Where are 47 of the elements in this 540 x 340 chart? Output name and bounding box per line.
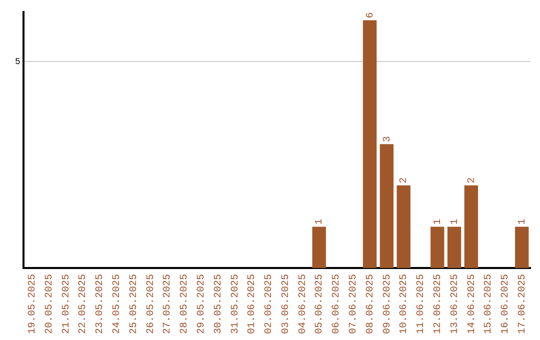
x-tick-label: 17.06.2025	[518, 274, 529, 334]
x-tick-label: 02.06.2025	[264, 274, 276, 334]
bar	[447, 226, 462, 268]
x-tick-label: 21.05.2025	[61, 274, 72, 334]
x-tick-label: 31.05.2025	[230, 274, 242, 334]
x-tick-label: 22.05.2025	[78, 274, 90, 334]
x-tick-label: 20.05.2025	[44, 274, 56, 334]
bar	[312, 226, 326, 268]
x-tick-label: 13.06.2025	[450, 274, 461, 334]
bar	[396, 185, 410, 268]
x-tick-label: 28.05.2025	[180, 274, 191, 334]
x-tick-label: 23.05.2025	[95, 274, 106, 334]
bar	[515, 226, 529, 268]
x-tick-label: 14.06.2025	[466, 274, 478, 334]
x-tick-label: 16.06.2025	[500, 274, 512, 334]
x-tick-label: 27.05.2025	[162, 274, 174, 334]
x-tick-label: 09.06.2025	[382, 274, 394, 334]
x-tick-label: 25.05.2025	[128, 274, 140, 334]
data-label: 1	[433, 218, 444, 225]
x-tick-label: 07.06.2025	[348, 274, 360, 334]
x-tick-label: 06.06.2025	[332, 274, 343, 334]
x-tick-label: 24.05.2025	[112, 274, 123, 334]
x-tick-label: 30.05.2025	[213, 274, 224, 334]
bar	[430, 226, 444, 268]
bar	[464, 185, 478, 268]
y-tick-label: 5	[14, 56, 20, 67]
x-tick-label: 10.06.2025	[399, 274, 410, 334]
x-tick-label: 19.05.2025	[27, 274, 38, 334]
x-tick-label: 11.06.2025	[416, 274, 428, 334]
data-label: 3	[382, 136, 394, 142]
data-label: 2	[466, 177, 478, 184]
data-label: 1	[314, 218, 326, 225]
data-label: 2	[399, 177, 410, 184]
x-tick-label: 03.06.2025	[280, 274, 292, 334]
x-tick-label: 05.06.2025	[314, 274, 326, 334]
x-tick-label: 01.06.2025	[247, 274, 258, 334]
x-tick-label: 08.06.2025	[365, 274, 376, 334]
x-tick-label: 12.06.2025	[433, 274, 444, 334]
data-label: 1	[450, 218, 461, 225]
bar	[362, 20, 377, 268]
bar	[380, 144, 394, 268]
x-tick-label: 26.05.2025	[146, 274, 157, 334]
data-label: 1	[518, 218, 529, 225]
x-tick-label: 04.06.2025	[298, 274, 309, 334]
x-tick-label: 15.06.2025	[484, 274, 495, 334]
data-label: 6	[365, 12, 376, 18]
x-tick-label: 29.05.2025	[196, 274, 208, 334]
